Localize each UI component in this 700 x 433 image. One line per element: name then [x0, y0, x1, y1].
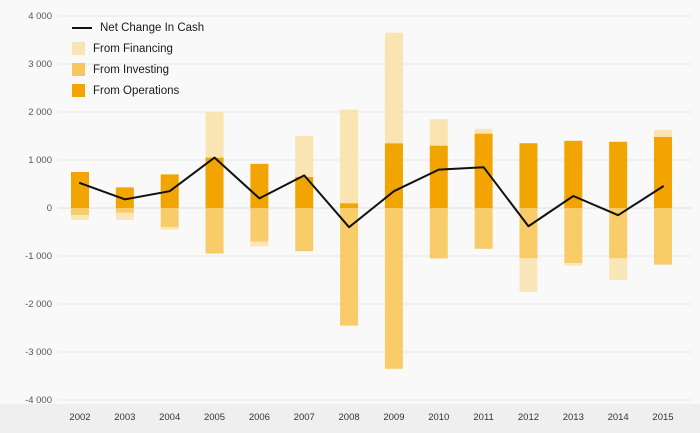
bar-segment: [654, 136, 672, 208]
chart-legend: Net Change In Cash From Financing From I…: [72, 22, 204, 97]
bar-segment: [115, 187, 134, 208]
bar-segment: [340, 208, 359, 326]
bar-segment: [340, 203, 359, 208]
y-tick-label: 4 000: [28, 11, 52, 22]
bar-segment: [250, 241, 269, 247]
x-tick-label: 2012: [518, 412, 539, 423]
bar-segment: [295, 176, 314, 208]
operations-swatch-icon: [72, 84, 85, 97]
legend-label-operations: From Operations: [93, 84, 180, 97]
line-swatch-icon: [72, 27, 92, 29]
x-tick-label: 2005: [204, 412, 225, 423]
bar-segment: [205, 112, 224, 158]
x-tick-label: 2013: [563, 412, 584, 423]
bar-segment: [295, 136, 314, 177]
bar-segment: [205, 157, 224, 208]
net-change-line: [79, 156, 664, 229]
y-tick-label: -2 000: [25, 299, 52, 310]
bar-segment: [429, 208, 448, 259]
x-tick-label: 2003: [114, 412, 135, 423]
bar-segment: [609, 208, 628, 259]
bar-segment: [384, 208, 403, 369]
bar-segment: [564, 208, 583, 264]
x-tick-label: 2009: [383, 412, 404, 423]
xaxis-band: [0, 404, 700, 433]
legend-item-operations: From Operations: [72, 84, 204, 97]
bar-segment: [654, 129, 672, 137]
legend-item-net-change: Net Change In Cash: [72, 22, 204, 34]
bar-segment: [609, 141, 628, 208]
x-tick-label: 2007: [294, 412, 315, 423]
legend-label-financing: From Financing: [93, 42, 173, 55]
bar-segment: [71, 215, 89, 220]
x-tick-label: 2015: [652, 412, 673, 423]
x-tick-label: 2004: [159, 412, 180, 423]
y-tick-label: -4 000: [25, 395, 52, 406]
bar-segment: [71, 172, 89, 208]
bar-segment: [654, 208, 672, 265]
bar-segment: [519, 143, 538, 208]
bar-segment: [474, 133, 493, 208]
financing-swatch-icon: [72, 42, 85, 55]
bar-segment: [564, 263, 583, 266]
x-tick-label: 2008: [339, 412, 360, 423]
legend-item-investing: From Investing: [72, 63, 204, 76]
bar-segment: [115, 212, 134, 220]
x-tick-label: 2006: [249, 412, 270, 423]
bar-segment: [519, 208, 538, 259]
y-tick-label: 0: [47, 203, 52, 214]
x-tick-label: 2011: [473, 412, 493, 423]
x-tick-label: 2014: [608, 412, 629, 423]
bar-segment: [609, 258, 628, 280]
bar-segment: [384, 143, 403, 208]
bar-segment: [564, 140, 583, 208]
bar-segment: [519, 258, 538, 292]
bar-segment: [115, 208, 134, 213]
legend-label-net-change: Net Change In Cash: [100, 22, 205, 34]
investing-swatch-icon: [72, 63, 85, 76]
y-tick-label: -1 000: [25, 251, 52, 262]
y-tick-label: 2 000: [28, 107, 52, 118]
bar-segment: [295, 208, 314, 252]
bar-segment: [160, 227, 179, 230]
bar-segment: [474, 208, 493, 249]
y-tick-label: 1 000: [28, 155, 52, 166]
legend-item-financing: From Financing: [72, 42, 204, 55]
bar-segment: [250, 163, 269, 208]
y-tick-label: -3 000: [25, 347, 52, 358]
bar-segment: [474, 128, 493, 134]
x-tick-label: 2002: [69, 412, 90, 423]
bar-segment: [250, 208, 269, 242]
legend-label-investing: From Investing: [93, 63, 170, 76]
bar-segment: [160, 208, 179, 228]
bar-segment: [429, 145, 448, 208]
x-tick-label: 2010: [428, 412, 449, 423]
y-tick-label: 3 000: [28, 59, 52, 70]
bar-segment: [71, 208, 89, 216]
bar-segment: [429, 119, 448, 146]
bar-segment: [205, 208, 224, 254]
bar-segment: [384, 32, 403, 144]
bar-segment: [340, 109, 359, 204]
